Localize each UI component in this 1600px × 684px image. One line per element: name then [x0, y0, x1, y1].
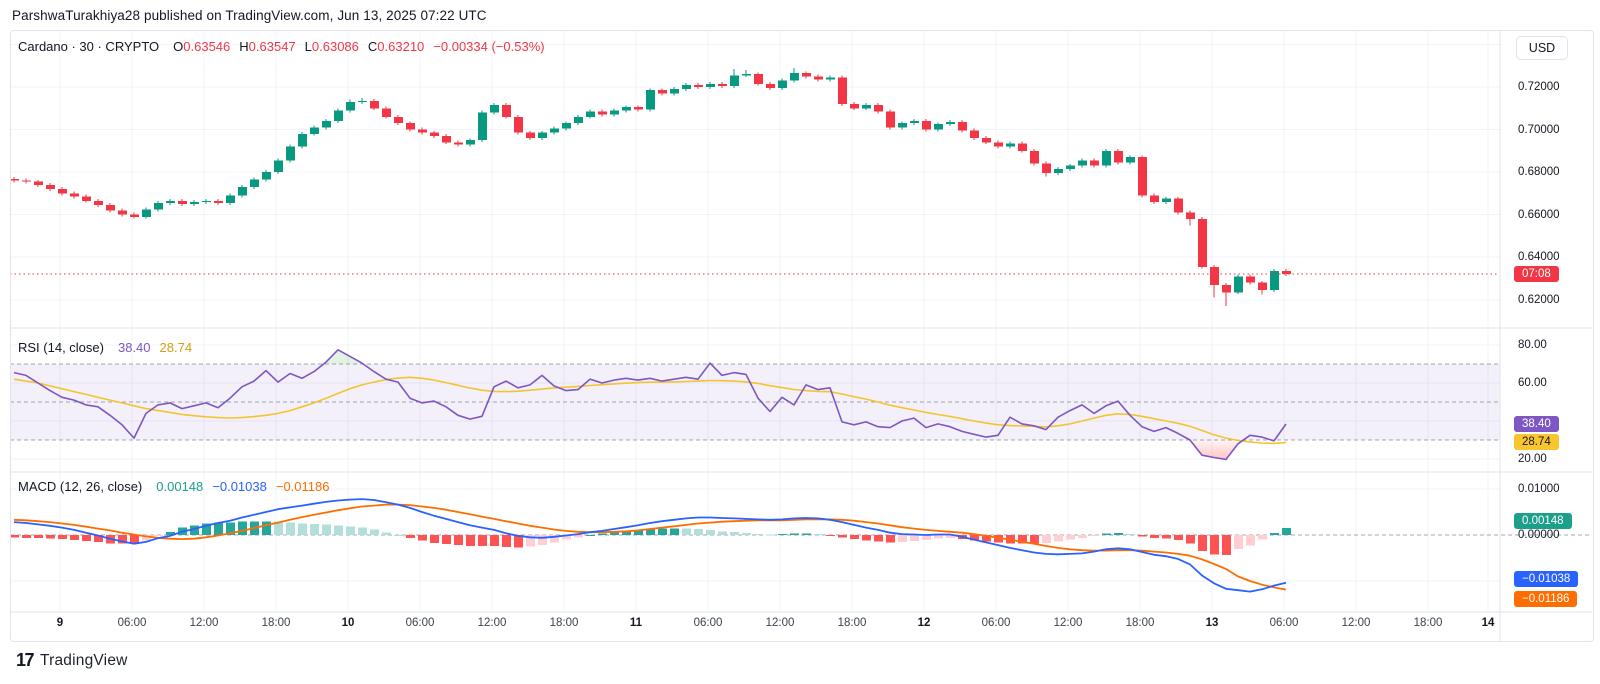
rsi-line: [13, 348, 1287, 461]
time-tick-label: 06:00: [693, 617, 723, 629]
macd-legend-title: MACD (12, 26, close): [18, 479, 143, 494]
time-tick-label: 11: [629, 617, 643, 629]
macd-signal-line: [13, 503, 1287, 591]
time-tick-label: 12:00: [765, 617, 795, 629]
macd-axis-badge: −0.01186: [1514, 590, 1578, 607]
rsi-ma-line: [13, 376, 1287, 445]
time-tick-label: 18:00: [1413, 617, 1443, 629]
macd-axis-label: 0.00000: [1518, 529, 1560, 541]
macd-line-legend-value: −0.01038: [212, 479, 267, 494]
symbol-title: Cardano · 30 · CRYPTO: [18, 39, 160, 54]
pane-separators: [10, 30, 1592, 642]
low-value: L 0.63086: [304, 39, 359, 54]
time-tick-label: 18:00: [837, 617, 867, 629]
macd-axis-badge: 0.00148: [1514, 513, 1572, 530]
rsi-legend-title: RSI (14, close): [18, 340, 104, 355]
candlestick-series: [10, 67, 1291, 307]
price-axis-label: 0.72000: [1518, 81, 1560, 93]
time-tick-label: 12:00: [1341, 617, 1371, 629]
tradingview-logo[interactable]: 17 TradingView: [16, 650, 128, 671]
price-axis-label: 0.64000: [1518, 251, 1560, 264]
time-tick-label: 13: [1205, 617, 1219, 629]
macd-hist-legend-value: 0.00148: [156, 479, 204, 494]
time-tick-label: 14: [1481, 617, 1495, 629]
macd-legend: MACD (12, 26, close) 0.00148 −0.01038 −0…: [18, 479, 329, 494]
time-tick-label: 12:00: [189, 617, 219, 629]
rsi-legend-value: 38.40: [117, 340, 151, 355]
rsi-axis-label: 60.00: [1518, 377, 1547, 389]
macd-axis-label: 0.01000: [1518, 483, 1560, 495]
macd-histogram: [10, 521, 1291, 555]
tradingview-logo-icon: 17: [16, 650, 35, 670]
currency-toggle-button[interactable]: USD: [1516, 36, 1568, 60]
symbol-legend: Cardano · 30 · CRYPTO O 0.63546 H 0.63547 …: [18, 39, 545, 54]
time-tick-label: 06:00: [117, 617, 147, 629]
rsi-axis-label: 20.00: [1518, 453, 1547, 465]
tradingview-wordmark: TradingView: [40, 651, 128, 669]
rsi-overbought-fill: [323, 349, 364, 364]
time-tick-label: 18:00: [549, 617, 579, 629]
time-tick-label: 18:00: [1125, 617, 1155, 629]
publish-header: ParshwaTurakhiya28 published on TradingV…: [12, 8, 487, 23]
price-axis-label: 0.70000: [1518, 123, 1560, 136]
time-tick-label: 12:00: [477, 617, 507, 629]
rsi-ma-legend-value: 28.74: [159, 340, 193, 355]
time-tick-label: 18:00: [261, 617, 291, 629]
change-value: −0.00334 (−0.53%): [433, 39, 545, 54]
countdown-badge: 07:08: [1514, 266, 1559, 283]
macd-signal-legend-value: −0.01186: [275, 479, 330, 494]
rsi-axis-badge: 28.74: [1514, 434, 1559, 451]
rsi-axis-label: 80.00: [1518, 339, 1547, 351]
price-axis-label: 0.62000: [1518, 293, 1560, 306]
time-tick-label: 9: [56, 617, 64, 629]
close-value: C 0.63210: [367, 39, 425, 54]
dashed-levels-layer: [10, 363, 1592, 536]
time-tick-label: 06:00: [405, 617, 435, 629]
time-tick-label: 06:00: [981, 617, 1011, 629]
rsi-legend: RSI (14, close) 38.40 28.74: [18, 340, 192, 355]
price-axis-label: 0.68000: [1518, 166, 1560, 179]
time-tick-label: 12: [917, 617, 931, 629]
macd-axis-badge: −0.01038: [1514, 570, 1579, 587]
open-value: O 0.63546: [173, 39, 231, 54]
price-axis-label: 0.66000: [1518, 208, 1560, 221]
time-tick-label: 06:00: [1269, 617, 1299, 629]
rsi-oversold-fill: [1190, 440, 1244, 460]
high-value: H 0.63547: [239, 39, 296, 54]
time-tick-label: 10: [341, 617, 355, 629]
rsi-axis-badge: 38.40: [1514, 416, 1559, 433]
time-tick-label: 12:00: [1053, 617, 1083, 629]
macd-line: [13, 498, 1287, 593]
